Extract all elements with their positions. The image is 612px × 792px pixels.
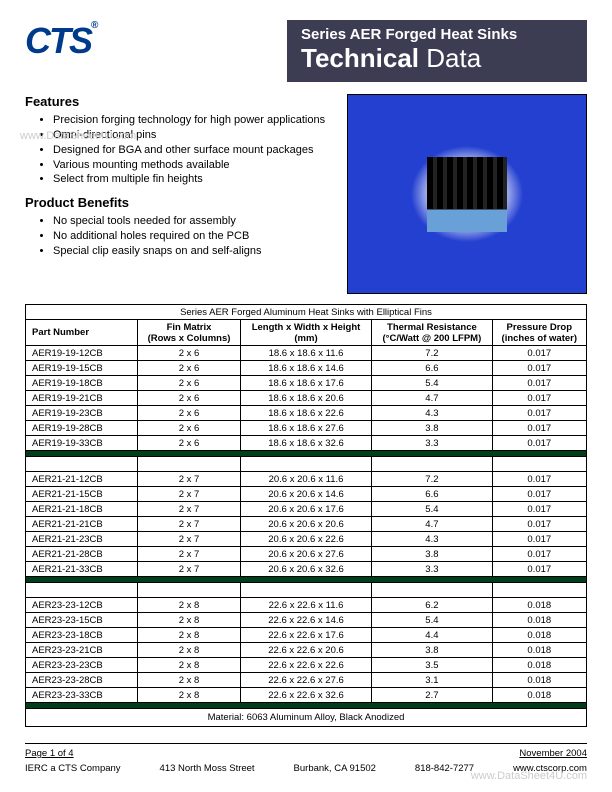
table-row: AER19-19-33CB2 x 618.6 x 18.6 x 32.63.30…	[26, 436, 587, 451]
footer-company: IERC a CTS Company	[25, 763, 121, 774]
product-image	[347, 94, 587, 294]
logo-text: CTS	[25, 20, 91, 61]
feature-item: Designed for BGA and other surface mount…	[53, 143, 335, 158]
table-header-row: Part Number Fin Matrix(Rows x Columns) L…	[26, 320, 587, 346]
watermark: www.DataSheet4U.com	[20, 130, 136, 142]
blank-row	[26, 457, 587, 472]
logo-reg: ®	[91, 20, 96, 31]
features-heading: Features	[25, 94, 335, 109]
logo: CTS®	[25, 20, 96, 62]
page-number: Page 1 of 4	[25, 748, 74, 759]
feature-item: Precision forging technology for high po…	[53, 113, 335, 128]
table-title: Series AER Forged Aluminum Heat Sinks wi…	[26, 305, 587, 320]
table-row: AER21-21-12CB2 x 720.6 x 20.6 x 11.67.20…	[26, 472, 587, 487]
benefit-item: No additional holes required on the PCB	[53, 229, 335, 244]
table-row: AER21-21-23CB2 x 720.6 x 20.6 x 22.64.30…	[26, 532, 587, 547]
title-series: Series AER Forged Heat Sinks	[301, 26, 573, 43]
feature-item: Various mounting methods available	[53, 158, 335, 173]
table-row: AER21-21-33CB2 x 720.6 x 20.6 x 32.63.30…	[26, 562, 587, 577]
table-row: AER23-23-15CB2 x 822.6 x 22.6 x 14.65.40…	[26, 613, 587, 628]
table-row: AER19-19-15CB2 x 618.6 x 18.6 x 14.66.60…	[26, 361, 587, 376]
material-note: Material: 6063 Aluminum Alloy, Black Ano…	[26, 709, 587, 727]
footer-address: 413 North Moss Street	[160, 763, 255, 774]
table-row: AER19-19-21CB2 x 618.6 x 18.6 x 20.64.70…	[26, 391, 587, 406]
table-row: AER19-19-18CB2 x 618.6 x 18.6 x 17.65.40…	[26, 376, 587, 391]
table-row: AER19-19-23CB2 x 618.6 x 18.6 x 22.64.30…	[26, 406, 587, 421]
benefits-heading: Product Benefits	[25, 195, 335, 210]
table-row: AER23-23-18CB2 x 822.6 x 22.6 x 17.64.40…	[26, 628, 587, 643]
features-list: Precision forging technology for high po…	[25, 113, 335, 187]
title-box: Series AER Forged Heat Sinks Technical D…	[287, 20, 587, 82]
table-row: AER23-23-21CB2 x 822.6 x 22.6 x 20.63.80…	[26, 643, 587, 658]
table-row: AER21-21-21CB2 x 720.6 x 20.6 x 20.64.70…	[26, 517, 587, 532]
table-row: AER21-21-18CB2 x 720.6 x 20.6 x 17.65.40…	[26, 502, 587, 517]
watermark: www.DataSheet4U.com	[471, 770, 587, 782]
heatsink-icon	[427, 157, 507, 232]
footer-city: Burbank, CA 91502	[294, 763, 376, 774]
table-row: AER19-19-12CB2 x 618.6 x 18.6 x 11.67.20…	[26, 346, 587, 361]
table-row: AER21-21-15CB2 x 720.6 x 20.6 x 14.66.60…	[26, 487, 587, 502]
table-row: AER23-23-33CB2 x 822.6 x 22.6 x 32.62.70…	[26, 688, 587, 703]
table-row: AER21-21-28CB2 x 720.6 x 20.6 x 27.63.80…	[26, 547, 587, 562]
table-row: AER23-23-28CB2 x 822.6 x 22.6 x 27.63.10…	[26, 673, 587, 688]
blank-row	[26, 583, 587, 598]
spec-table: Series AER Forged Aluminum Heat Sinks wi…	[25, 304, 587, 727]
feature-item: Select from multiple fin heights	[53, 172, 335, 187]
table-row: AER19-19-28CB2 x 618.6 x 18.6 x 27.63.80…	[26, 421, 587, 436]
title-main: Technical Data	[301, 43, 573, 74]
benefit-item: No special tools needed for assembly	[53, 214, 335, 229]
footer-phone: 818-842-7277	[415, 763, 474, 774]
table-row: AER23-23-23CB2 x 822.6 x 22.6 x 22.63.50…	[26, 658, 587, 673]
table-row: AER23-23-12CB2 x 822.6 x 22.6 x 11.66.20…	[26, 598, 587, 613]
benefit-item: Special clip easily snaps on and self-al…	[53, 244, 335, 259]
benefits-list: No special tools needed for assembly No …	[25, 214, 335, 259]
footer-date: November 2004	[519, 748, 587, 759]
